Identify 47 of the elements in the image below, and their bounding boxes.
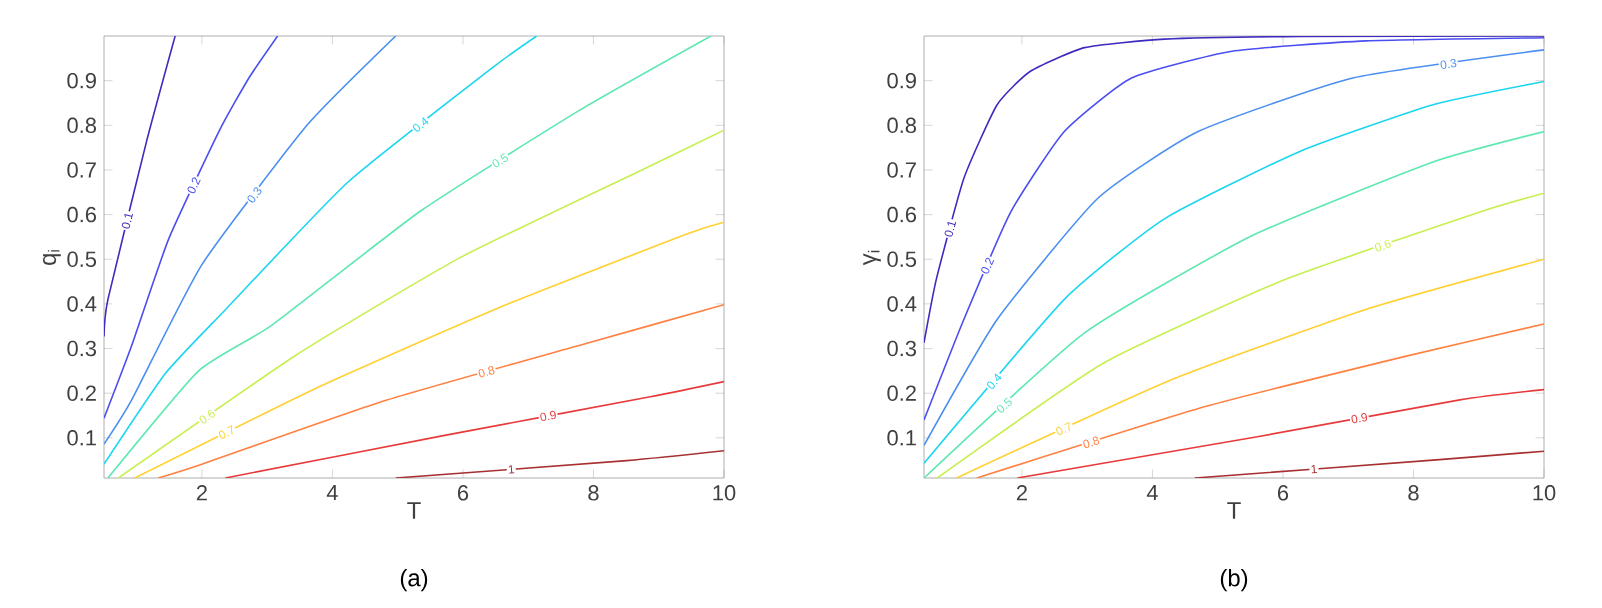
y-tick-label: 0.3: [887, 340, 917, 357]
y-tick-label: 0.7: [887, 162, 916, 178]
y-tick-label: 0.5: [67, 251, 97, 267]
line-series: [976, 323, 1545, 478]
x-tick-label: 10: [1533, 485, 1556, 501]
y-tick-label: 0.8: [887, 117, 917, 134]
line-series: [104, 36, 176, 338]
y-tick-label: 0.2: [887, 385, 916, 401]
line-series: [117, 129, 724, 478]
y-tick-label: 0.9: [887, 72, 916, 89]
x-axis-title: T: [407, 502, 421, 519]
y-tick-label: 0.6: [67, 206, 96, 223]
y-tick-label: 0.4: [67, 296, 97, 312]
line-series: [924, 130, 1545, 478]
y-tick-label: 0.4: [887, 296, 917, 312]
x-tick-label: 8: [1408, 485, 1419, 501]
text: (a): [400, 568, 428, 592]
x-tick-label: 2: [196, 485, 207, 501]
y-axis-title: γ$_{i}$: [863, 250, 881, 266]
y-axis-title: q$_{i}$: [42, 250, 61, 265]
line-series: [936, 192, 1545, 478]
y-tick-label: 0.1: [887, 430, 916, 446]
x-axis-title: T: [1227, 502, 1241, 519]
text: (b): [1220, 568, 1248, 592]
x-tick-label: 6: [457, 485, 469, 501]
y-tick-label: 0.9: [67, 72, 96, 89]
y-tick-label: 0.1: [67, 430, 96, 446]
line-series: [107, 36, 712, 478]
y-tick-label: 0.8: [67, 117, 96, 134]
line-series: [104, 36, 397, 445]
y-tick-label: 0.5: [887, 251, 917, 267]
x-tick-label: 4: [1146, 485, 1158, 501]
line-series: [104, 36, 538, 465]
line-series: [157, 303, 724, 478]
x-tick-label: 10: [713, 485, 736, 501]
line-series: [133, 221, 724, 478]
y-tick-label: 0.3: [67, 340, 96, 357]
x-tick-label: 2: [1016, 485, 1027, 501]
y-tick-label: 0.6: [887, 206, 917, 223]
y-tick-label: 0.7: [67, 162, 96, 178]
x-tick-label: 4: [326, 485, 338, 501]
line-series: [955, 258, 1545, 478]
y-tick-label: 0.2: [67, 385, 96, 401]
line-series: [1016, 388, 1545, 478]
x-tick-label: 6: [1277, 485, 1289, 501]
line-series: [924, 36, 1545, 344]
x-tick-label: 8: [588, 485, 599, 501]
